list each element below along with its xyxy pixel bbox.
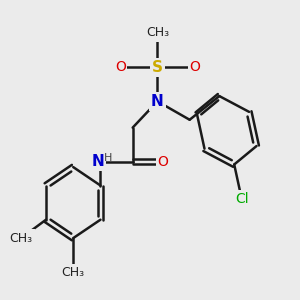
Text: S: S [152, 60, 163, 75]
Text: CH₃: CH₃ [62, 266, 85, 279]
Text: CH₃: CH₃ [10, 232, 33, 244]
Text: O: O [115, 60, 126, 74]
Text: Cl: Cl [235, 192, 248, 206]
Text: O: O [157, 155, 168, 169]
Text: CH₃: CH₃ [146, 26, 169, 40]
Text: N: N [92, 154, 104, 169]
Text: H: H [104, 153, 112, 163]
Text: O: O [189, 60, 200, 74]
Text: N: N [151, 94, 164, 109]
